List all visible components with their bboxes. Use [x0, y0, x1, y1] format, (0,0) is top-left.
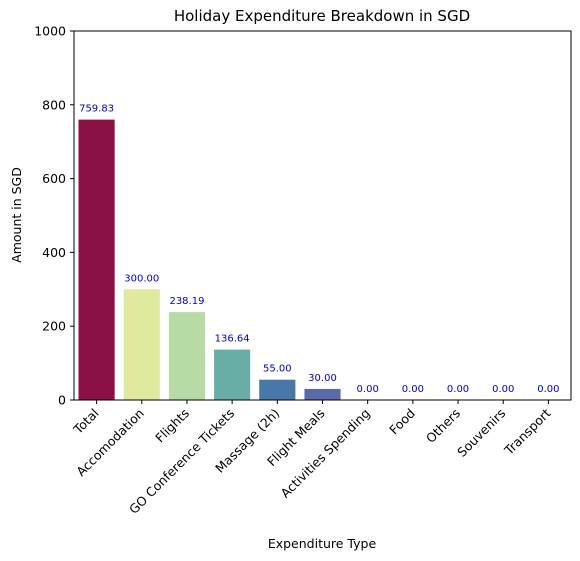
bar-value-label: 759.83: [79, 104, 114, 115]
x-tick-label: Souvenirs: [454, 406, 508, 460]
chart-title: Holiday Expenditure Breakdown in SGD: [174, 7, 470, 25]
bar: [78, 119, 115, 400]
x-tick-label: Activities Spending: [278, 406, 373, 501]
bar-value-label: 300.00: [124, 273, 159, 284]
bar-value-label: 30.00: [308, 373, 337, 384]
y-tick-label: 0: [58, 393, 66, 408]
bar-value-label: 0.00: [492, 384, 514, 395]
plot-area: 759.83 300.00 238.19 136.64 55.00 30.00 0.00 0.…: [78, 104, 560, 400]
y-tick-label: 400: [42, 245, 66, 260]
x-axis-label: Expenditure Type: [268, 536, 377, 551]
bar-value-label: 55.00: [263, 364, 292, 375]
bar: [123, 289, 160, 400]
bar-value-label: 136.64: [215, 334, 250, 345]
bar-value-label: 238.19: [169, 296, 204, 307]
bar: [259, 379, 296, 400]
bar: [168, 312, 206, 400]
bar: [304, 388, 341, 400]
x-tick-label: Food: [386, 406, 418, 438]
x-tick-label: Total: [70, 406, 102, 438]
y-tick-label: 1000: [34, 24, 66, 39]
bar: [214, 349, 251, 400]
bar-value-label: 0.00: [402, 384, 424, 395]
y-axis: 0 200 400 600 800 1000: [34, 24, 74, 408]
bar-value-label: 0.00: [537, 384, 559, 395]
y-tick-label: 600: [42, 171, 66, 186]
y-tick-label: 800: [42, 97, 66, 112]
bar-value-label: 0.00: [447, 384, 469, 395]
x-tick-label: Others: [423, 406, 463, 446]
y-axis-label: Amount in SGD: [9, 167, 24, 263]
y-tick-label: 200: [42, 319, 66, 334]
bar-value-label: 0.00: [357, 384, 379, 395]
x-tick-label: Transport: [501, 405, 554, 458]
x-tick-label: Flights: [152, 406, 192, 446]
